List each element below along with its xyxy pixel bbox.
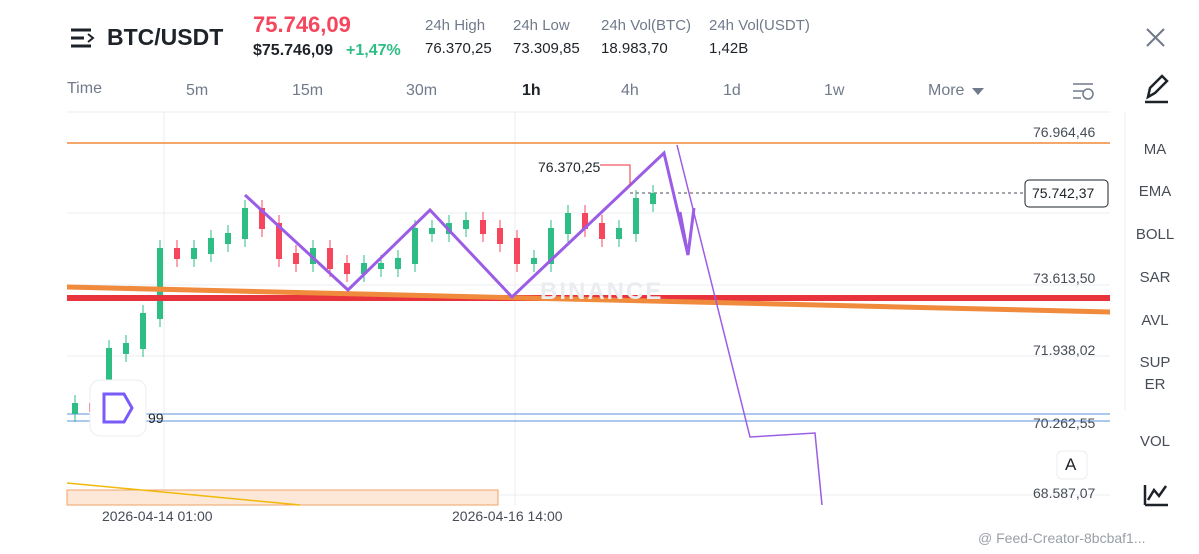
candle-part — [378, 263, 384, 269]
candle-part — [242, 208, 248, 239]
assistant-button[interactable] — [89, 379, 147, 437]
candle-part — [565, 213, 571, 234]
candle-part — [514, 238, 520, 264]
annotation-leader — [600, 164, 631, 185]
candle-part — [276, 223, 282, 259]
watermark: BINANCE — [540, 278, 664, 305]
candle-part — [157, 248, 163, 319]
candle-part — [123, 343, 129, 354]
candle-part — [548, 228, 554, 264]
annotation: 76.370,25 — [538, 159, 601, 175]
stat-value: 73.309,85 — [513, 40, 580, 57]
settings-icon[interactable] — [1073, 83, 1094, 100]
indicator[interactable]: EMA — [1138, 183, 1172, 200]
candle-part — [293, 253, 299, 264]
candle-part — [412, 228, 418, 264]
candle-part — [140, 313, 146, 349]
auto-button[interactable] — [1056, 450, 1088, 480]
icon-pencil — [1146, 74, 1169, 100]
pencil-icon[interactable] — [1145, 74, 1169, 104]
candle-part — [259, 208, 265, 229]
candle-part — [327, 248, 333, 269]
tab-active[interactable]: 1h — [522, 82, 541, 99]
stat-label: 24h Low — [513, 17, 570, 34]
partial-label: 99 — [148, 410, 164, 426]
price-label: 76.964,46 — [1033, 124, 1096, 140]
more-caret — [972, 88, 984, 95]
candle-part — [633, 198, 639, 234]
zigzag-pattern — [243, 150, 690, 300]
candle-part — [463, 220, 469, 229]
tab[interactable]: 5m — [186, 82, 209, 99]
date-label: 2026-04-16 14:00 — [452, 508, 563, 524]
indicator[interactable]: BOLL — [1135, 226, 1175, 243]
candles — [72, 185, 656, 422]
candle-part — [225, 233, 231, 244]
assistant-icon — [102, 392, 134, 424]
price-label: 68.587,07 — [1033, 485, 1096, 501]
candle-part — [395, 258, 401, 269]
stat-value: 76.370,25 — [425, 40, 492, 57]
price-label: 73.613,50 — [1033, 270, 1096, 286]
candle-part — [531, 258, 537, 264]
indicator[interactable]: AVL — [1141, 312, 1169, 329]
tab[interactable]: Time — [67, 80, 102, 97]
stat-label: 24h High — [425, 17, 486, 34]
candle-part — [497, 228, 503, 244]
stat-label: 24h Vol(BTC) — [601, 17, 692, 34]
tab[interactable]: 4h — [621, 82, 639, 99]
candle-part — [191, 248, 197, 259]
orange-trend — [66, 284, 1111, 315]
candle-part — [582, 213, 588, 229]
candle-part — [616, 228, 622, 239]
pair: BTC/USDT — [107, 24, 224, 50]
change: +1,47% — [346, 42, 401, 59]
candle-part — [344, 263, 350, 274]
candle-part — [72, 403, 78, 414]
current-price-box — [1024, 179, 1109, 208]
stat-value: 18.983,70 — [601, 40, 668, 57]
price-label: 71.938,02 — [1033, 342, 1096, 358]
projection-line — [676, 144, 823, 506]
date-label: 2026-04-14 01:00 — [102, 508, 213, 524]
arrow-head — [678, 207, 696, 256]
tab[interactable]: 1w — [824, 82, 845, 99]
icon-arrow — [87, 33, 95, 43]
tab[interactable]: 15m — [292, 82, 324, 99]
footer-watermark: @ Feed-Creator-8bcbaf1... — [978, 530, 1146, 546]
candle-part — [599, 223, 605, 239]
indicator[interactable]: SAR — [1139, 269, 1171, 286]
current-price: 75.742,37 — [1032, 185, 1095, 201]
usd-price: $75.746,09 — [253, 42, 334, 59]
candle-part — [650, 193, 656, 204]
hamburger-icon[interactable] — [71, 28, 95, 48]
close-icon[interactable] — [1146, 28, 1165, 47]
candle-part — [429, 228, 435, 234]
candle-part — [208, 238, 214, 254]
icon-gear — [1082, 88, 1094, 100]
candle-part — [361, 263, 367, 274]
tab[interactable]: More — [928, 82, 965, 99]
stat-value: 1,42B — [709, 40, 749, 57]
indicator[interactable]: MA — [1143, 141, 1167, 158]
chart-icon[interactable] — [1143, 485, 1168, 507]
icon-line — [1146, 28, 1165, 47]
tab[interactable]: 1d — [723, 82, 741, 99]
tab[interactable]: 30m — [406, 82, 438, 99]
price-label: 70.262,55 — [1033, 415, 1096, 431]
trend-line — [66, 482, 301, 506]
last-price: 75.746,09 — [253, 12, 351, 37]
auto-label: A — [1065, 455, 1077, 474]
stat-label: 24h Vol(USDT) — [709, 17, 810, 34]
indicator[interactable]: SUPER — [1139, 354, 1171, 393]
candle-part — [174, 248, 180, 259]
candle-part — [480, 220, 486, 234]
indicator[interactable]: VOL — [1139, 433, 1170, 450]
